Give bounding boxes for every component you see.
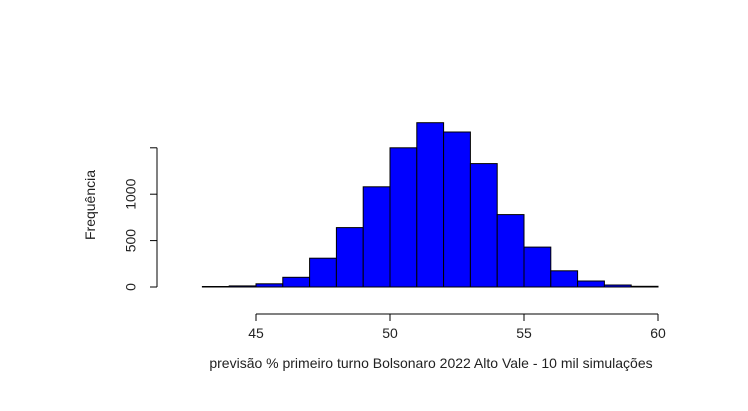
x-axis-title: previsão % primeiro turno Bolsonaro 2022…: [209, 355, 652, 371]
x-axis: 45 50 55 60: [248, 313, 666, 341]
histogram-bar-5: [335, 227, 364, 288]
histogram-bar-16: [630, 285, 659, 288]
x-tick-label-55: 55: [516, 325, 532, 341]
histogram-bar-2: [255, 283, 284, 288]
histogram-bar-13: [550, 270, 579, 288]
histogram-bar-10: [469, 163, 498, 288]
histogram-bar-6: [362, 186, 391, 288]
histogram-bar-15: [603, 284, 632, 288]
y-tick-label-500: 500: [123, 229, 139, 253]
x-tick-label-60: 60: [650, 325, 666, 341]
x-tick-label-50: 50: [382, 325, 398, 341]
histogram-bar-0: [201, 286, 230, 288]
histogram-bar-9: [443, 131, 471, 288]
y-axis: 0 500 1000: [123, 147, 158, 291]
histogram-bar-1: [228, 285, 257, 288]
bars-group: [201, 122, 659, 288]
y-tick-label-0: 0: [123, 283, 139, 291]
histogram-bar-7: [389, 147, 418, 288]
x-tick-label-45: 45: [248, 325, 264, 341]
histogram-bar-3: [282, 276, 311, 288]
histogram-bar-8: [416, 122, 445, 288]
y-axis-title: Frequência: [82, 170, 98, 240]
histogram-bar-12: [523, 246, 552, 288]
histogram-bar-4: [309, 257, 337, 288]
histogram-bar-11: [496, 214, 525, 288]
histogram-bar-14: [577, 280, 605, 288]
y-tick-label-1000: 1000: [123, 178, 139, 209]
